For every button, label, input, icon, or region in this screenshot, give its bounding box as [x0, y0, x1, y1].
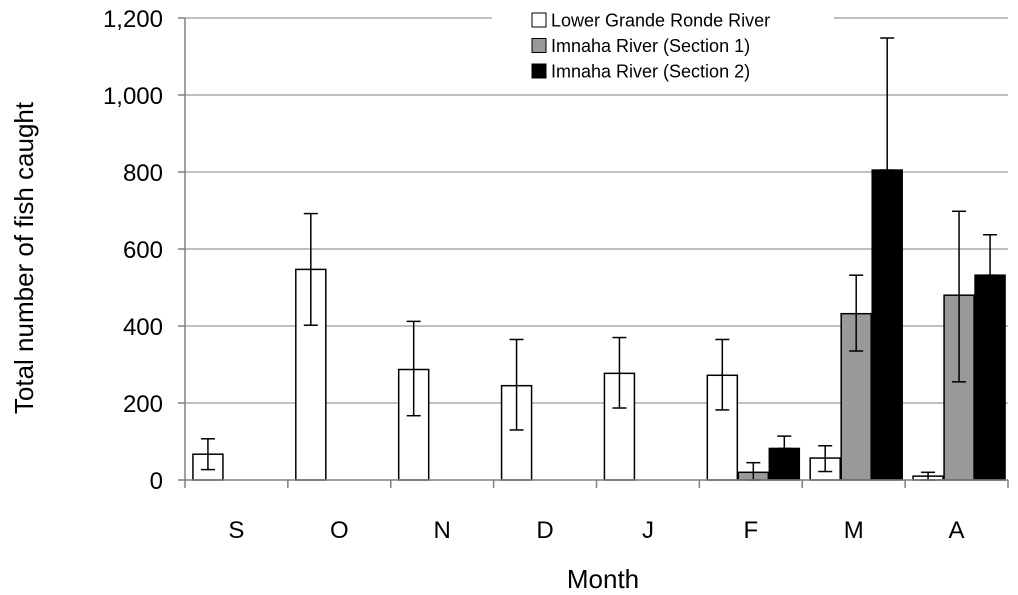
axes [178, 17, 1009, 488]
bar [974, 274, 1006, 481]
bar [768, 447, 801, 481]
y-tick-label: 1,000 [103, 83, 163, 110]
y-tick-label: 200 [123, 391, 163, 418]
x-tick-label: D [536, 517, 553, 544]
y-tick-label: 1,200 [103, 6, 163, 33]
legend-label: Lower Grande Ronde River [551, 11, 770, 31]
legend-swatch [531, 63, 547, 79]
x-tick-label: S [228, 517, 244, 544]
y-tick-label: 0 [150, 468, 163, 495]
bar [871, 169, 903, 481]
y-tick-label: 400 [123, 314, 163, 341]
y-axis-title: Total number of fish caught [9, 101, 39, 414]
y-tick-label: 800 [123, 160, 163, 187]
x-tick-label: A [949, 517, 965, 544]
legend-background [492, 9, 834, 90]
x-axis-title: Month [567, 564, 639, 594]
x-tick-label: M [844, 517, 864, 544]
x-tick-label: O [330, 517, 349, 544]
legend: Lower Grande Ronde River Imnaha River (Se… [492, 9, 834, 90]
legend-label: Imnaha River (Section 2) [551, 62, 750, 82]
x-tick-label: F [743, 517, 758, 544]
legend-swatch [531, 38, 547, 53]
x-tick-label: J [642, 517, 654, 544]
legend-label: Imnaha River (Section 1) [551, 36, 750, 56]
x-tick-label: N [434, 517, 451, 544]
legend-swatch [531, 12, 547, 28]
y-tick-label: 600 [123, 237, 163, 264]
y-tick-labels: 0 200 400 600 800 1,000 1,200 [103, 6, 163, 495]
